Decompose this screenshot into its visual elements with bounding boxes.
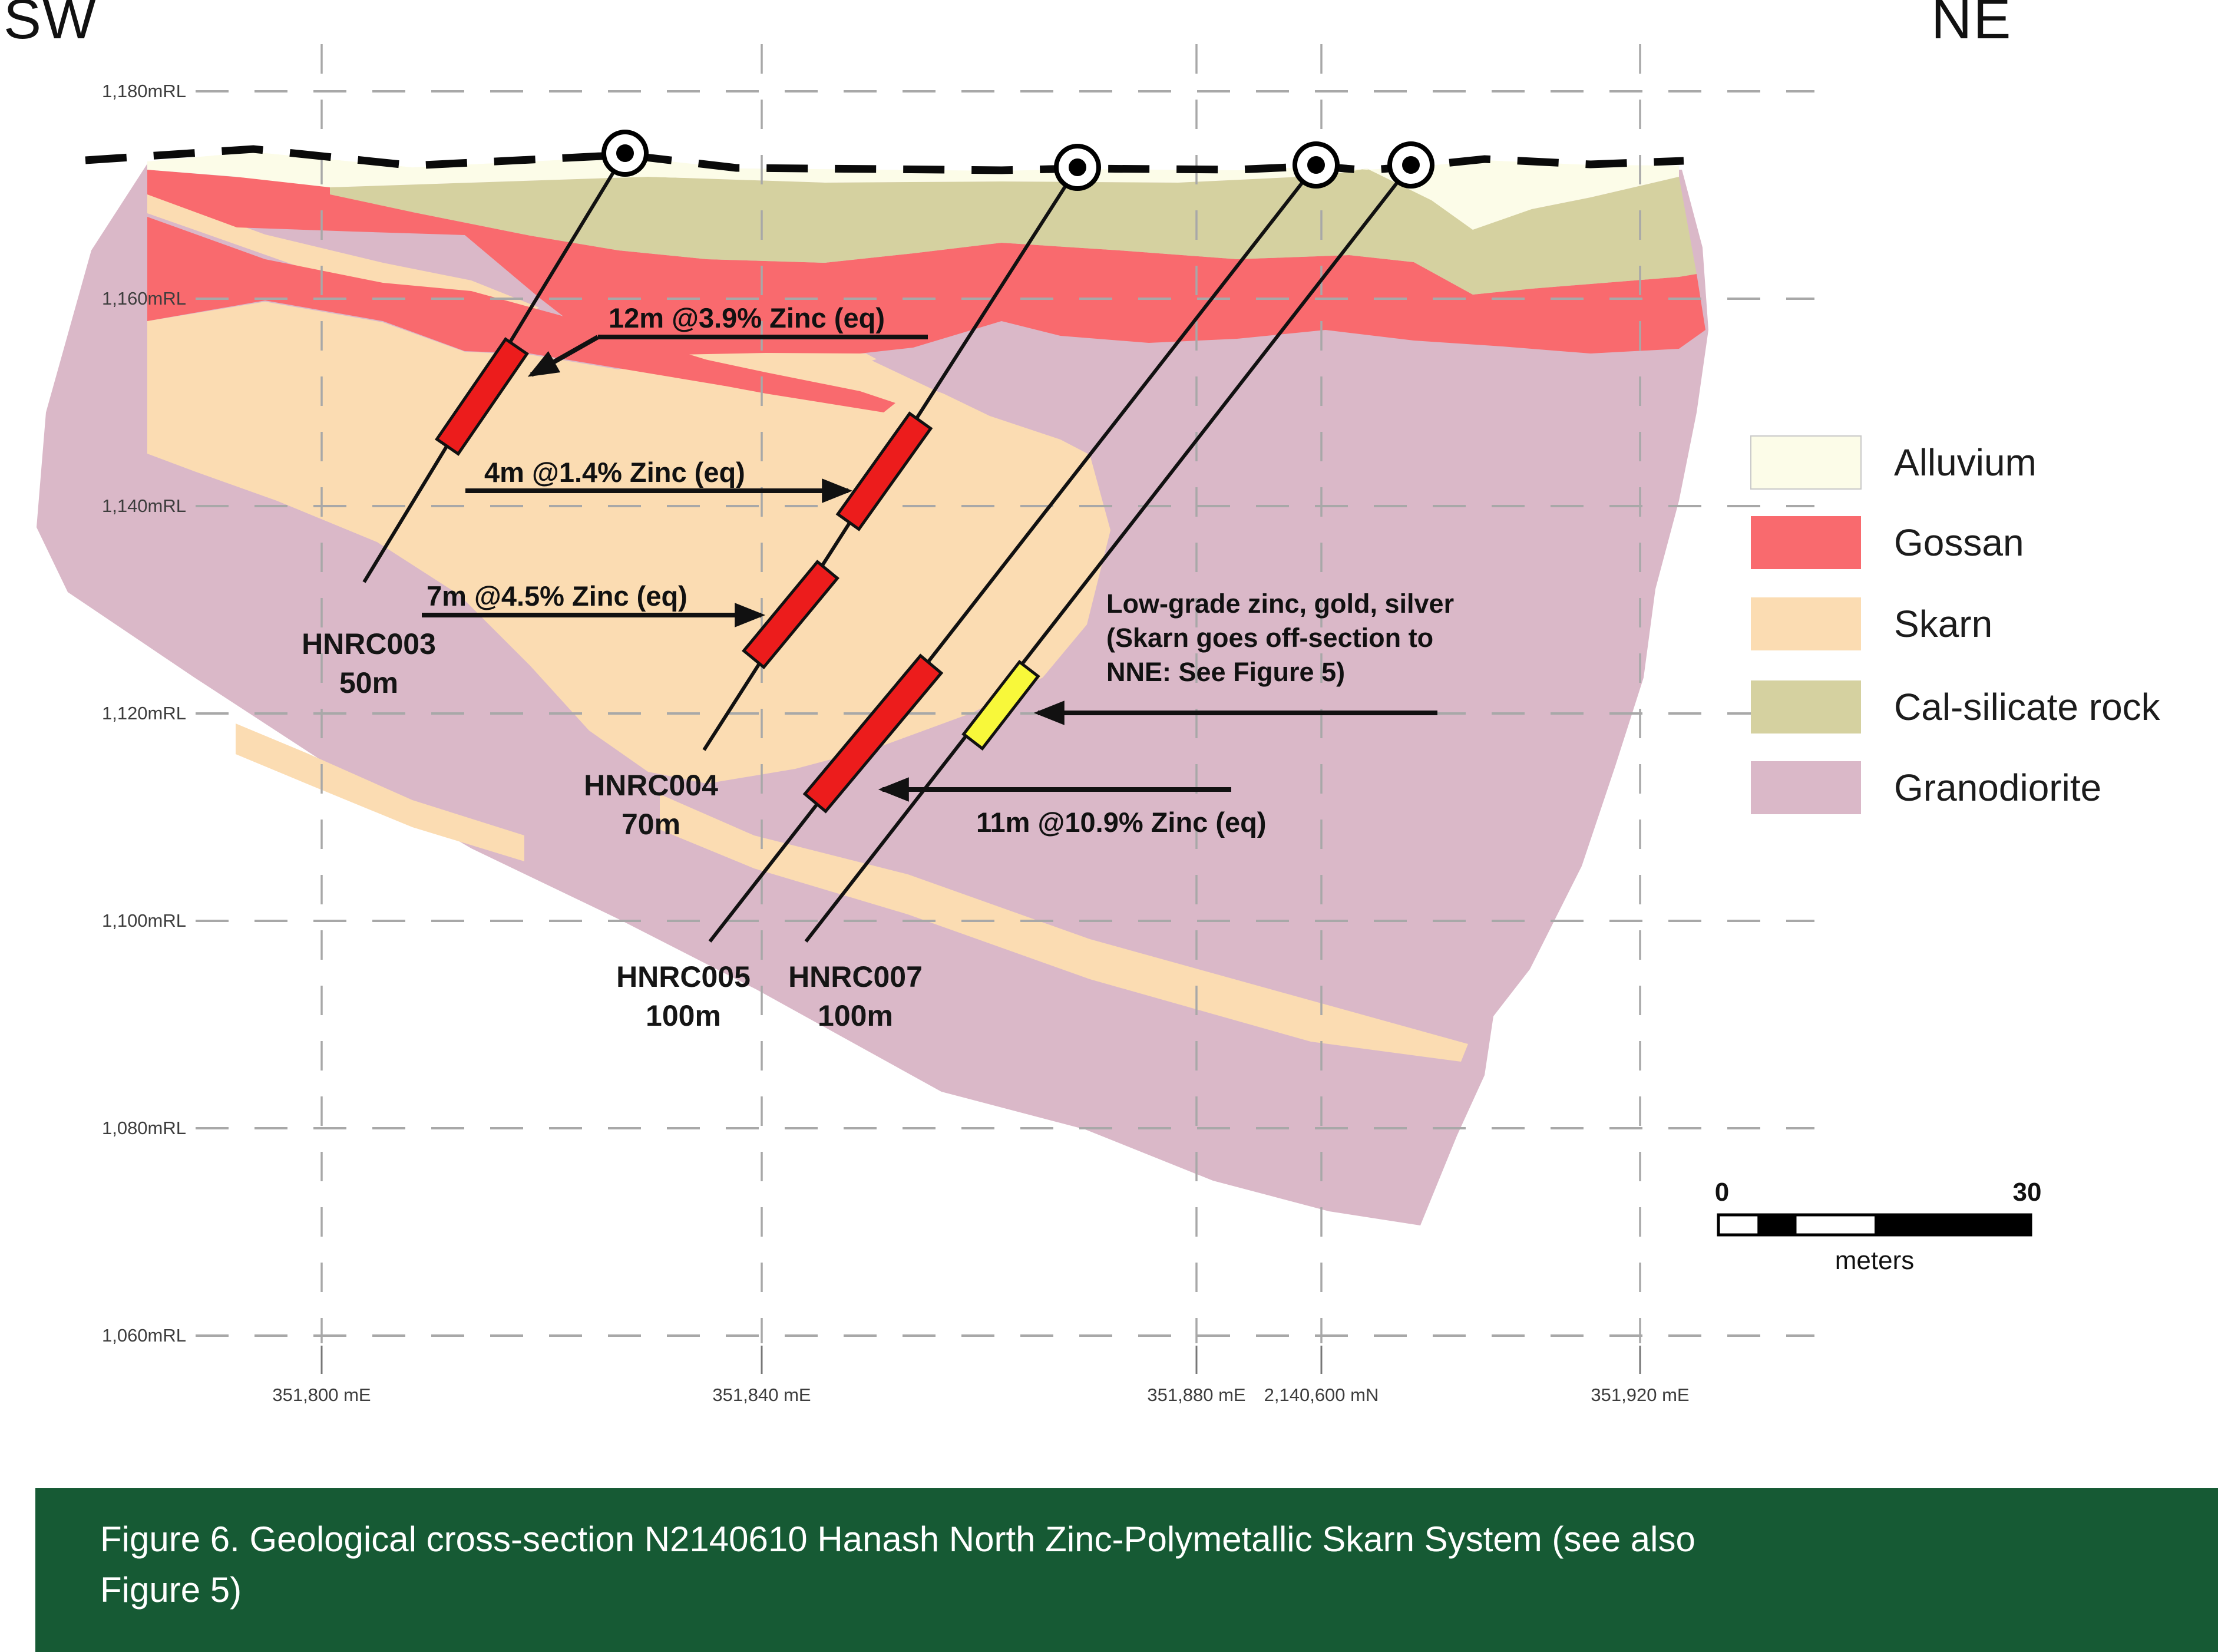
collar-dot-HNRC007 <box>1402 156 1420 174</box>
orientation-label-sw: SW <box>4 0 97 51</box>
elevation-label: 1,140mRL <box>102 495 186 516</box>
caption-line-2: Figure 5) <box>100 1570 242 1610</box>
annotation-12m: 12m @3.9% Zinc (eq) <box>527 302 928 377</box>
gossan-tail-band <box>677 353 895 412</box>
legend-swatch-granodiorite <box>1751 761 1861 814</box>
easting-tick-label: 351,880 mE <box>1147 1385 1245 1405</box>
axis-labels: 1,180mRL 1,160mRL 1,140mRL 1,120mRL 1,100mRL… <box>102 81 1690 1405</box>
legend-label-cal_silicate: Cal-silicate rock <box>1894 686 2161 728</box>
intercept-bar-HNRC007 <box>961 659 1040 751</box>
collar-dot-HNRC005 <box>1307 156 1325 174</box>
drillhole-id-label-HNRC005: HNRC005 <box>616 960 751 993</box>
elevation-label: 1,120mRL <box>102 703 186 723</box>
easting-tick-label: 351,800 mE <box>272 1385 371 1405</box>
easting-tick-label: 351,840 mE <box>712 1385 811 1405</box>
annotation-4m-text: 4m @1.4% Zinc (eq) <box>484 457 745 488</box>
elevation-label: 1,080mRL <box>102 1118 186 1138</box>
annotation-7m-text: 7m @4.5% Zinc (eq) <box>427 580 687 612</box>
legend-swatch-gossan <box>1751 516 1861 569</box>
scale-bar: 0 30 meters <box>1715 1178 2042 1275</box>
cross-section-plot: 1,180mRL 1,160mRL 1,140mRL 1,120mRL 1,100mRL… <box>37 44 2161 1405</box>
easting-tick-label: 2,140,600 mN <box>1264 1385 1379 1405</box>
collar-dot-HNRC003 <box>616 144 634 162</box>
scalebar-segment <box>1718 1215 1758 1235</box>
scalebar-min-label: 0 <box>1715 1178 1729 1207</box>
orientation-label-ne: NE <box>1931 0 2012 51</box>
legend-swatch-alluvium <box>1750 435 1862 490</box>
annotation-low-grade: Low-grade zinc, gold, silver (Skarn goes… <box>1033 589 1454 725</box>
legend-label-granodiorite: Granodiorite <box>1894 766 2101 809</box>
intercepts <box>435 337 1040 814</box>
drillhole-id-label-HNRC003: HNRC003 <box>302 627 436 660</box>
drillhole-depth-label-HNRC004: 70m <box>622 808 680 841</box>
scalebar-segment <box>1796 1215 1875 1235</box>
annotation-12m-arrow <box>527 335 599 377</box>
drillhole-id-label-HNRC007: HNRC007 <box>788 960 923 993</box>
intercept-bar-HNRC003 <box>435 337 529 456</box>
drillhole-trace-HNRC005 <box>708 164 1318 943</box>
legend-label-gossan: Gossan <box>1894 521 2024 564</box>
annotation-low-grade-line2: (Skarn goes off-section to <box>1106 623 1433 653</box>
annotation-12m-text: 12m @3.9% Zinc (eq) <box>609 302 885 333</box>
elevation-label: 1,180mRL <box>102 81 186 101</box>
scalebar-segment <box>1875 1215 2031 1235</box>
scalebar-outline <box>1717 1213 2032 1237</box>
annotation-4m: 4m @1.4% Zinc (eq) <box>465 457 853 503</box>
annotation-11m-text: 11m @10.9% Zinc (eq) <box>976 807 1267 838</box>
intercept-bar-HNRC004 <box>742 559 839 670</box>
easting-tick-label: 351,920 mE <box>1591 1385 1689 1405</box>
drillhole-id-label-HNRC004: HNRC004 <box>584 769 718 802</box>
caption-line-1: Figure 6. Geological cross-section N2140… <box>100 1519 1695 1559</box>
skarn-band-lower-right <box>660 794 1468 1062</box>
scalebar-unit-label: meters <box>1835 1246 1914 1275</box>
cal-silicate-band <box>330 168 1697 295</box>
annotation-low-grade-line3: NNE: See Figure 5) <box>1106 657 1345 687</box>
annotation-7m: 7m @4.5% Zinc (eq) <box>422 580 766 627</box>
scalebar-segment <box>1757 1215 1797 1235</box>
drillhole-depth-label-HNRC005: 100m <box>646 999 721 1032</box>
scalebar-max-label: 30 <box>2013 1178 2042 1207</box>
intercept-bar-HNRC005 <box>802 653 944 814</box>
legend-swatch-skarn <box>1751 597 1861 650</box>
legend: Alluvium Gossan Skarn Cal-silicate rock Gran… <box>1750 435 2161 814</box>
legend-swatch-cal_silicate <box>1751 680 1861 734</box>
skarn-lens-lower-left <box>236 723 524 861</box>
elevation-label: 1,160mRL <box>102 288 186 309</box>
gossan-main-band <box>147 170 1705 355</box>
gossan-lower-band <box>147 217 725 386</box>
legend-label-alluvium: Alluvium <box>1894 441 2037 484</box>
intercept-bar-HNRC004 <box>835 411 933 531</box>
drillhole-depth-label-HNRC003: 50m <box>339 666 398 699</box>
elevation-label: 1,100mRL <box>102 910 186 931</box>
annotation-low-grade-line1: Low-grade zinc, gold, silver <box>1106 589 1454 619</box>
legend-label-skarn: Skarn <box>1894 603 1992 645</box>
skarn-main-body <box>147 302 1110 784</box>
drillhole-trace-HNRC007 <box>804 164 1413 943</box>
drillhole-depth-label-HNRC007: 100m <box>818 999 893 1032</box>
annotation-11m: 11m @10.9% Zinc (eq) <box>878 777 1267 838</box>
figure-caption-bar: Figure 6. Geological cross-section N2140… <box>35 1488 2218 1652</box>
elevation-label: 1,060mRL <box>102 1325 186 1346</box>
collar-dot-HNRC004 <box>1069 158 1086 176</box>
